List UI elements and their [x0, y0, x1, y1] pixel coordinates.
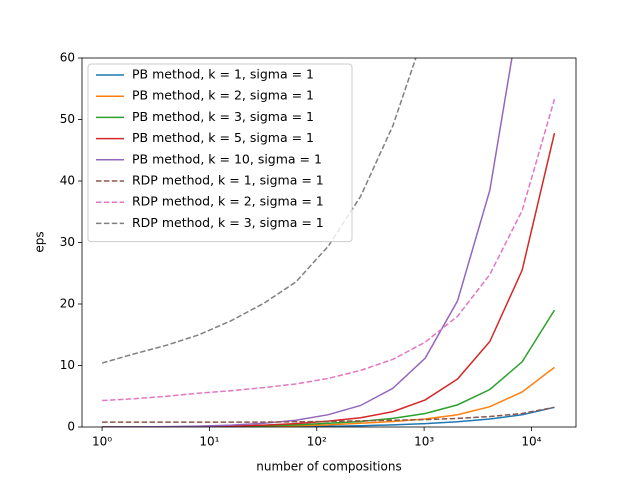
legend-label: PB method, k = 3, sigma = 1 [132, 109, 314, 124]
y-tick-label: 50 [60, 112, 75, 126]
x-tick-label: 10¹ [199, 435, 219, 449]
series-line [102, 98, 556, 402]
legend: PB method, k = 1, sigma = 1 PB method, k … [87, 63, 353, 243]
x-tick-label: 10⁴ [521, 435, 541, 449]
legend-label: PB method, k = 2, sigma = 1 [132, 88, 314, 103]
series-line [102, 406, 555, 423]
legend-label: RDP method, k = 1, sigma = 1 [132, 173, 324, 188]
y-tick-label: 60 [60, 51, 75, 65]
y-axis-label: eps [33, 231, 47, 252]
x-tick-label: 10⁰ [92, 435, 112, 449]
y-tick-label: 10 [60, 358, 75, 372]
legend-label: PB method, k = 10, sigma = 1 [132, 151, 322, 166]
legend-label: PB method, k = 1, sigma = 1 [132, 67, 314, 82]
y-tick-label: 20 [60, 297, 75, 311]
x-tick-label: 10³ [414, 435, 434, 449]
y-tick-label: 0 [67, 420, 75, 434]
y-tick-label: 40 [60, 174, 75, 188]
legend-label: RDP method, k = 2, sigma = 1 [132, 194, 324, 209]
series-line [102, 58, 513, 427]
legend-label: RDP method, k = 3, sigma = 1 [132, 215, 324, 230]
legend-label: PB method, k = 5, sigma = 1 [132, 130, 314, 145]
y-tick-label: 30 [60, 235, 75, 249]
legend-box [87, 63, 353, 243]
x-tick-label: 10² [307, 435, 327, 449]
x-axis-label: number of compositions [256, 460, 401, 474]
